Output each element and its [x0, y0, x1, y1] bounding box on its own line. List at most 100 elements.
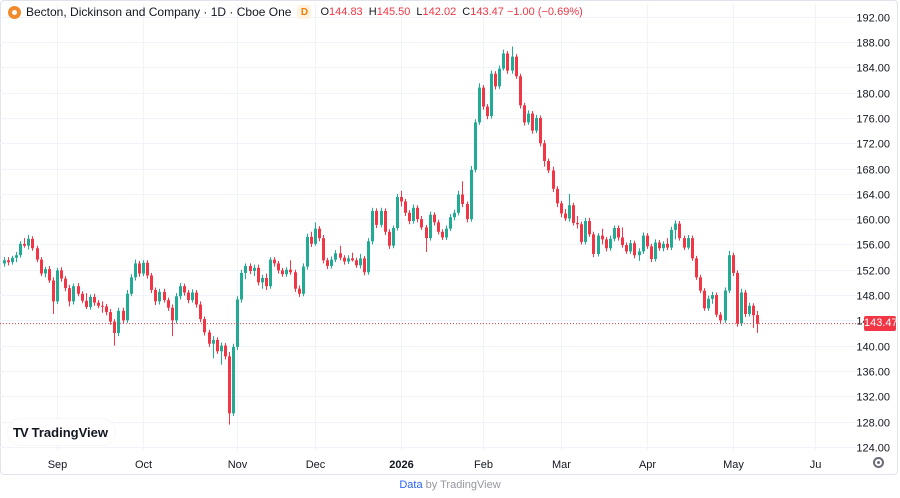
candle-body: [302, 266, 305, 294]
price-tick-label: 180.00: [856, 89, 890, 101]
data-status-badge[interactable]: D: [297, 5, 312, 19]
candle-body: [375, 210, 378, 225]
candlestick-chart[interactable]: 124.00128.00132.00136.00140.00144.00148.…: [0, 0, 900, 475]
candle-body: [744, 292, 747, 315]
candle-body: [457, 194, 460, 213]
candle-body: [552, 170, 555, 189]
candle-body: [306, 236, 309, 267]
low-label: L: [416, 6, 423, 18]
candle-body: [466, 203, 469, 220]
candle-body: [298, 288, 301, 294]
candle-body: [175, 296, 178, 321]
candle-body: [662, 243, 665, 249]
candle-body: [592, 234, 595, 254]
candle-body: [122, 310, 125, 321]
candle-body: [179, 286, 182, 297]
price-tick-label: 172.00: [856, 139, 890, 151]
candle-body: [441, 231, 444, 238]
candle-body: [158, 291, 161, 302]
candle-body: [269, 259, 272, 287]
candle-body: [707, 298, 710, 309]
candle-body: [449, 217, 452, 229]
candle-body: [326, 260, 329, 266]
candle-body: [105, 306, 108, 313]
candle-body: [568, 205, 571, 219]
candle-body: [330, 259, 333, 266]
close-label: C: [462, 6, 471, 18]
candle-body: [347, 258, 350, 262]
price-tick-label: 152.00: [856, 266, 890, 278]
candle-body: [531, 113, 534, 131]
candle-body: [425, 227, 428, 239]
price-tick-label: 176.00: [856, 114, 890, 126]
candle-body: [183, 286, 186, 293]
chart-frame: [0, 0, 898, 475]
candle-body: [486, 106, 489, 117]
candle-body: [646, 235, 649, 247]
candle-body: [564, 213, 567, 219]
candle-body: [77, 286, 80, 294]
candle-body: [15, 255, 18, 258]
candle-body: [36, 248, 39, 260]
candle-body: [683, 238, 686, 248]
footer-attribution: Data by TradingView: [0, 479, 900, 491]
candle-body: [199, 304, 202, 320]
candle-body: [191, 292, 194, 301]
candle-body: [547, 160, 550, 171]
candle-body: [719, 314, 722, 321]
price-axis[interactable]: 124.00128.00132.00136.00140.00144.00148.…: [856, 13, 890, 455]
candle-body: [240, 272, 243, 300]
time-tick-label: Oct: [135, 459, 152, 471]
candle-body: [60, 270, 63, 279]
candle-body: [265, 277, 268, 287]
candle-body: [216, 339, 219, 352]
candle-body: [490, 73, 493, 117]
candle-body: [650, 246, 653, 259]
time-tick-label: Dec: [306, 459, 326, 471]
candle-body: [244, 265, 247, 273]
price-tick-label: 136.00: [856, 367, 890, 379]
candle-body: [355, 260, 358, 266]
candle-body: [416, 207, 419, 220]
candle-body: [142, 262, 145, 274]
price-tick-label: 156.00: [856, 240, 890, 252]
gear-icon[interactable]: [873, 457, 884, 468]
candle-body: [658, 242, 661, 249]
candle-body: [670, 229, 673, 248]
candle-body: [527, 113, 530, 123]
candle-body: [621, 237, 624, 246]
tradingview-logo[interactable]: TV TradingView: [8, 419, 115, 445]
candle-body: [257, 267, 260, 283]
candle-body: [11, 257, 14, 263]
symbol-logo-icon: [8, 5, 21, 19]
candle-body: [134, 263, 137, 278]
candle-body: [654, 242, 657, 259]
candle-body: [392, 228, 395, 246]
candle-body: [371, 210, 374, 242]
candle-body: [314, 228, 317, 244]
candle-body: [85, 300, 88, 308]
candle-body: [494, 73, 497, 87]
price-tick-label: 160.00: [856, 215, 890, 227]
data-link[interactable]: Data: [399, 479, 423, 491]
candle-body: [420, 219, 423, 228]
candle-body: [597, 235, 600, 254]
candle-body: [498, 68, 501, 87]
symbol-title[interactable]: Becton, Dickinson and Company · 1D · Cbo…: [26, 5, 292, 19]
price-tick-label: 148.00: [856, 291, 890, 303]
candle-body: [113, 321, 116, 333]
time-tick-label: Sep: [48, 459, 68, 471]
candle-body: [736, 272, 739, 324]
candle-body: [273, 259, 276, 264]
candle-body: [334, 253, 337, 260]
time-axis[interactable]: Sep Oct Nov Dec 2026 Feb Mar Apr May Ju: [48, 459, 822, 471]
candle-body: [23, 243, 26, 246]
ohlc-values: O144.83 H145.50 L142.02 C143.47 −1.00 (−…: [317, 6, 582, 18]
tradingview-logo-text: TradingView: [31, 424, 108, 440]
candle-body: [433, 214, 436, 223]
symbol-legend[interactable]: Becton, Dickinson and Company · 1D · Cbo…: [8, 5, 583, 19]
candle-body: [396, 197, 399, 229]
candle-body: [31, 238, 34, 249]
candle-body: [613, 228, 616, 239]
candle-body: [437, 222, 440, 232]
